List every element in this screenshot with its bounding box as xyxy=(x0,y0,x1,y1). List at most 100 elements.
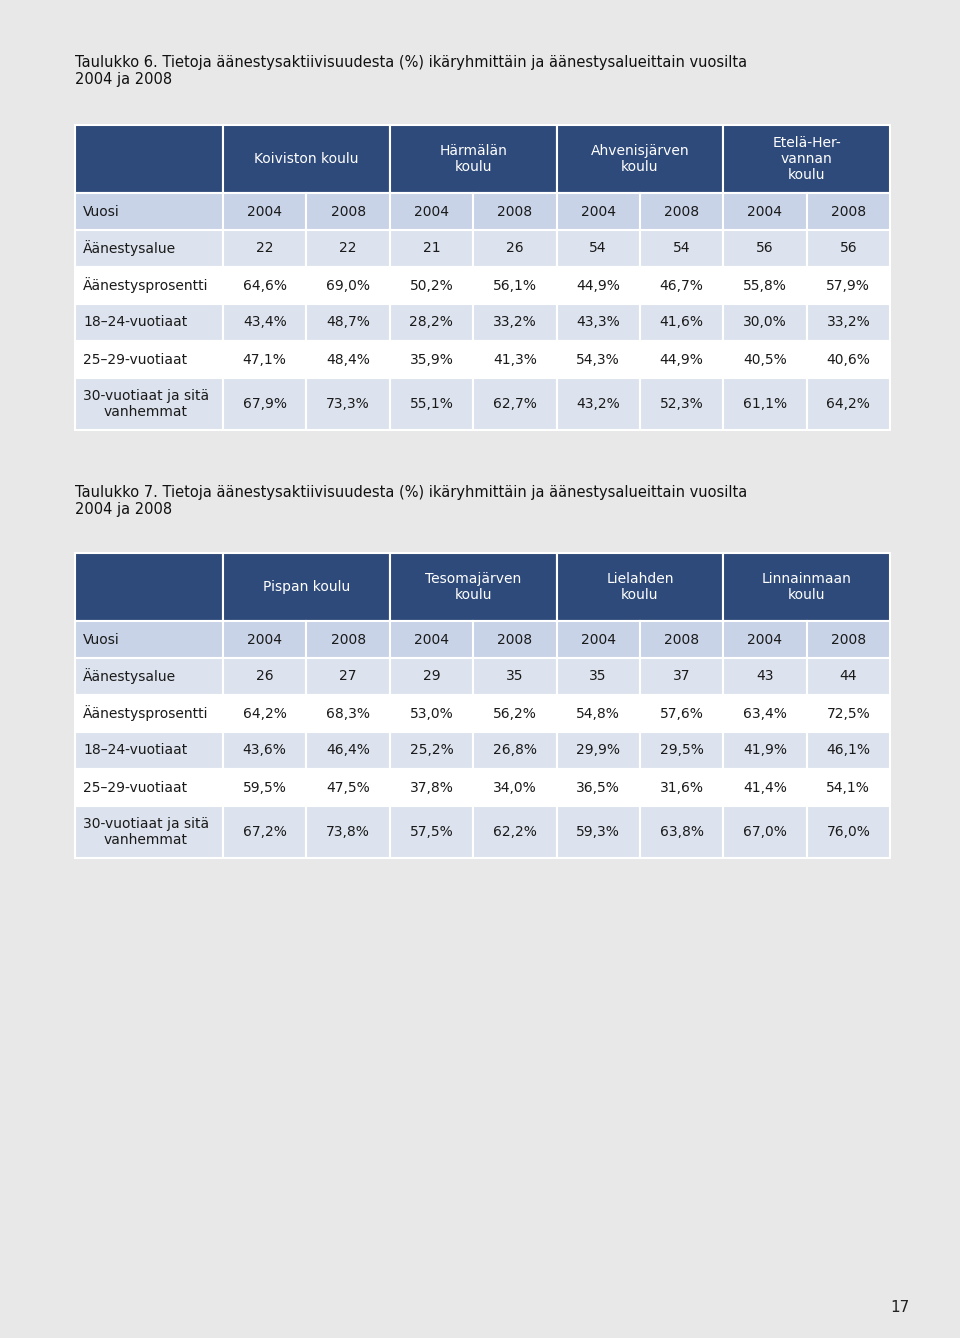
Text: 57,9%: 57,9% xyxy=(827,278,871,293)
Text: Tesomajärven
koulu: Tesomajärven koulu xyxy=(425,571,521,602)
Text: 29: 29 xyxy=(422,669,441,684)
Text: 2004: 2004 xyxy=(414,633,449,646)
Text: 35,9%: 35,9% xyxy=(410,352,453,367)
Bar xyxy=(223,379,306,429)
Text: 21: 21 xyxy=(422,241,441,256)
Bar xyxy=(473,268,557,304)
Text: 52,3%: 52,3% xyxy=(660,397,704,411)
Text: 64,2%: 64,2% xyxy=(827,397,871,411)
Bar xyxy=(306,304,390,341)
Text: 18–24-vuotiaat: 18–24-vuotiaat xyxy=(83,316,187,329)
Text: 54,8%: 54,8% xyxy=(576,706,620,720)
Bar xyxy=(75,553,223,621)
Bar xyxy=(640,230,723,268)
Bar xyxy=(223,805,306,858)
Text: 44,9%: 44,9% xyxy=(576,278,620,293)
Bar xyxy=(223,658,306,694)
Text: 28,2%: 28,2% xyxy=(410,316,453,329)
Bar xyxy=(390,230,473,268)
Bar xyxy=(390,658,473,694)
Text: 62,7%: 62,7% xyxy=(492,397,537,411)
Text: 2004: 2004 xyxy=(414,205,449,218)
Text: 2008: 2008 xyxy=(664,633,699,646)
Bar xyxy=(223,621,306,658)
Text: 31,6%: 31,6% xyxy=(660,780,704,795)
Text: 40,6%: 40,6% xyxy=(827,352,871,367)
Bar xyxy=(557,268,640,304)
Text: Etelä-Her-
vannan
koulu: Etelä-Her- vannan koulu xyxy=(772,135,841,182)
Bar xyxy=(723,732,806,769)
Bar xyxy=(390,769,473,805)
Bar xyxy=(223,230,306,268)
Bar xyxy=(557,379,640,429)
Bar xyxy=(390,341,473,379)
Bar xyxy=(473,379,557,429)
Text: 55,1%: 55,1% xyxy=(410,397,453,411)
Bar xyxy=(390,193,473,230)
Bar xyxy=(557,658,640,694)
Bar xyxy=(306,694,390,732)
Bar xyxy=(723,268,806,304)
Text: Linnainmaan
koulu: Linnainmaan koulu xyxy=(761,571,852,602)
Bar xyxy=(806,694,890,732)
Text: 43,6%: 43,6% xyxy=(243,744,287,757)
Bar xyxy=(306,805,390,858)
Text: 2008: 2008 xyxy=(330,205,366,218)
Text: Äänestysprosentti: Äänestysprosentti xyxy=(83,705,208,721)
Text: 2008: 2008 xyxy=(830,205,866,218)
Bar xyxy=(806,268,890,304)
Bar xyxy=(473,230,557,268)
Bar xyxy=(390,694,473,732)
Text: Vuosi: Vuosi xyxy=(83,205,120,218)
Text: 59,3%: 59,3% xyxy=(576,826,620,839)
Text: 73,8%: 73,8% xyxy=(326,826,370,839)
Text: 54,3%: 54,3% xyxy=(576,352,620,367)
Bar xyxy=(473,658,557,694)
Text: 59,5%: 59,5% xyxy=(243,780,287,795)
Text: 29,5%: 29,5% xyxy=(660,744,704,757)
Bar xyxy=(806,805,890,858)
Bar xyxy=(473,621,557,658)
Bar xyxy=(75,658,223,694)
Text: 43,2%: 43,2% xyxy=(576,397,620,411)
Text: Äänestysprosentti: Äänestysprosentti xyxy=(83,277,208,293)
Text: 2008: 2008 xyxy=(497,633,533,646)
Bar xyxy=(723,124,890,193)
Bar xyxy=(557,304,640,341)
Bar xyxy=(75,193,223,230)
Text: 57,5%: 57,5% xyxy=(410,826,453,839)
Text: 57,6%: 57,6% xyxy=(660,706,704,720)
Text: 63,8%: 63,8% xyxy=(660,826,704,839)
Text: 67,0%: 67,0% xyxy=(743,826,787,839)
Bar xyxy=(390,379,473,429)
Bar xyxy=(390,805,473,858)
Text: 26: 26 xyxy=(256,669,274,684)
Bar xyxy=(640,805,723,858)
Bar xyxy=(557,694,640,732)
Bar xyxy=(473,769,557,805)
Text: 2004: 2004 xyxy=(581,205,615,218)
Bar xyxy=(473,732,557,769)
Text: 35: 35 xyxy=(589,669,607,684)
Text: 44: 44 xyxy=(840,669,857,684)
Bar xyxy=(640,769,723,805)
Text: Äänestysalue: Äänestysalue xyxy=(83,241,176,257)
Text: 56: 56 xyxy=(756,241,774,256)
Bar xyxy=(223,769,306,805)
Text: 64,6%: 64,6% xyxy=(243,278,287,293)
Bar xyxy=(306,230,390,268)
Bar xyxy=(306,341,390,379)
Bar xyxy=(723,694,806,732)
Text: 30-vuotiaat ja sitä
vanhemmat: 30-vuotiaat ja sitä vanhemmat xyxy=(83,818,209,847)
Bar xyxy=(75,769,223,805)
Bar xyxy=(75,268,223,304)
Bar xyxy=(806,304,890,341)
Bar xyxy=(306,658,390,694)
Text: 26,8%: 26,8% xyxy=(492,744,537,757)
Text: 18–24-vuotiaat: 18–24-vuotiaat xyxy=(83,744,187,757)
Text: Koiviston koulu: Koiviston koulu xyxy=(254,153,359,166)
Bar xyxy=(473,341,557,379)
Bar xyxy=(75,304,223,341)
Bar xyxy=(723,621,806,658)
Bar xyxy=(223,193,306,230)
